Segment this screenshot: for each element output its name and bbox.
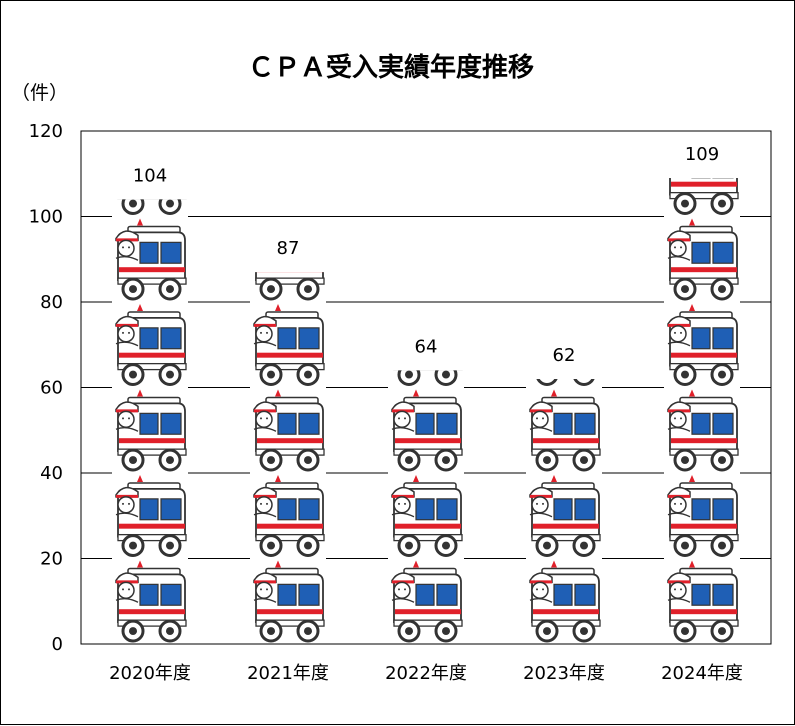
data-label: 62 xyxy=(553,345,576,366)
data-label: 64 xyxy=(415,336,438,357)
y-tick-label: 100 xyxy=(29,207,63,228)
ambulance-icon xyxy=(388,557,464,644)
y-tick-label: 120 xyxy=(29,121,63,142)
ambulance-icon xyxy=(388,386,464,475)
bar-2021年度 xyxy=(250,272,326,644)
ambulance-icon xyxy=(250,272,326,304)
ambulance-icon xyxy=(112,300,188,389)
x-category-label: 2023年度 xyxy=(523,663,605,684)
chart-title: ＣＰＡ受入実績年度推移 xyxy=(248,52,534,83)
ambulance-icon xyxy=(664,557,740,644)
ambulance-icon xyxy=(664,215,740,304)
ambulance-icon xyxy=(526,386,602,475)
data-label: 109 xyxy=(685,144,719,165)
x-category-label: 2024年度 xyxy=(661,663,743,684)
data-labels: 104 87 64 62 109 xyxy=(133,144,719,366)
ambulance-icon xyxy=(250,386,326,475)
ambulance-icon xyxy=(112,557,188,644)
ambulance-icon xyxy=(250,471,326,560)
ambulance-icon xyxy=(526,557,602,644)
x-category-label: 2021年度 xyxy=(247,663,329,684)
ambulance-icon xyxy=(664,471,740,560)
ambulance-icon xyxy=(388,471,464,560)
ambulance-icon xyxy=(250,557,326,644)
ambulance-icon xyxy=(112,471,188,560)
axes: 0 20 40 60 80 100 120 2020年度 2021年度 2022年度 2023年度 2… xyxy=(29,121,772,684)
x-category-label: 2020年度 xyxy=(109,663,191,684)
data-label: 87 xyxy=(277,238,300,259)
y-tick-label: 20 xyxy=(40,549,63,570)
y-axis-unit-label: （件） xyxy=(11,82,68,104)
bar-2024年度 xyxy=(664,178,740,644)
y-tick-label: 60 xyxy=(40,378,63,399)
data-label: 104 xyxy=(133,165,167,186)
y-tick-label: 0 xyxy=(52,634,63,655)
y-tick-label: 80 xyxy=(40,292,63,313)
y-tick-label: 40 xyxy=(40,463,63,484)
plot-area-border xyxy=(80,130,772,645)
ambulance-icon xyxy=(526,471,602,560)
ambulance-icon xyxy=(112,215,188,304)
ambulance-icon xyxy=(112,386,188,475)
bar-2020年度 xyxy=(112,199,188,644)
ambulance-icon xyxy=(664,386,740,475)
x-category-label: 2022年度 xyxy=(385,663,467,684)
ambulance-icon xyxy=(664,300,740,389)
ambulance-icon xyxy=(250,300,326,389)
